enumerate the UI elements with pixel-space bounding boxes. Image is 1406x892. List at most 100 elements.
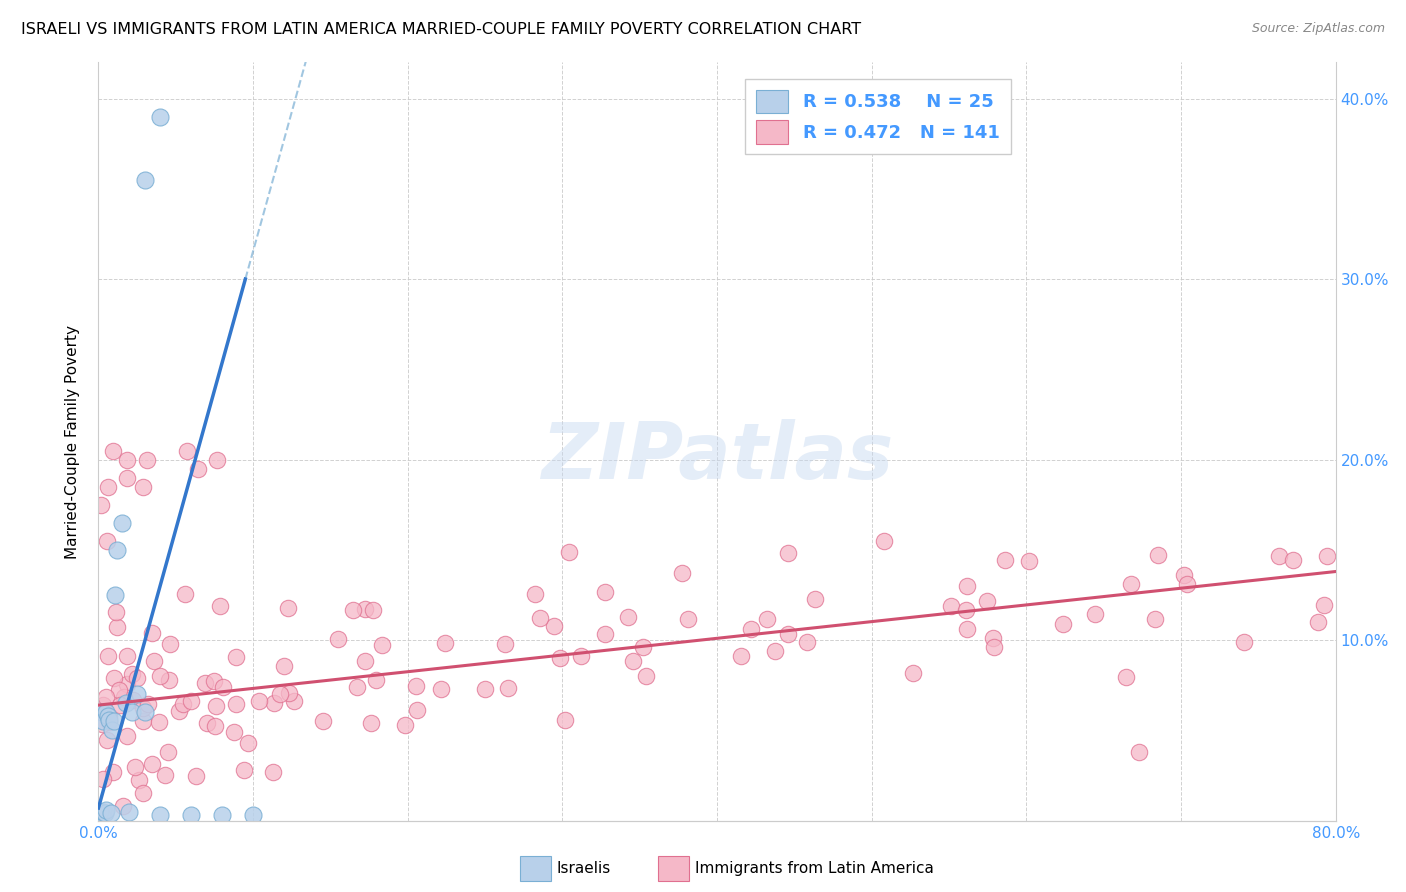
- Point: [89, 805, 111, 819]
- Legend: R = 0.538    N = 25, R = 0.472   N = 141: R = 0.538 N = 25, R = 0.472 N = 141: [745, 79, 1011, 154]
- Point: [363, 603, 385, 617]
- Point: [91, 698, 114, 712]
- Point: [103, 672, 125, 686]
- Point: [96, 690, 118, 705]
- Point: [204, 719, 226, 733]
- Point: [730, 649, 752, 664]
- Point: [550, 650, 572, 665]
- Point: [157, 745, 180, 759]
- Point: [498, 681, 520, 695]
- Point: [100, 806, 122, 821]
- Point: [796, 634, 818, 648]
- Point: [983, 640, 1005, 654]
- Point: [956, 579, 979, 593]
- Point: [494, 636, 516, 650]
- Point: [105, 620, 128, 634]
- Point: [1119, 577, 1142, 591]
- Point: [111, 516, 132, 530]
- Point: [105, 542, 128, 557]
- Point: [1281, 553, 1303, 567]
- Point: [105, 605, 128, 619]
- Point: [225, 650, 247, 665]
- Point: [763, 644, 786, 658]
- Point: [121, 693, 143, 707]
- Point: [127, 671, 149, 685]
- Point: [474, 682, 496, 697]
- Point: [939, 599, 962, 613]
- Point: [678, 612, 700, 626]
- Point: [269, 687, 291, 701]
- Point: [523, 586, 546, 600]
- Point: [364, 673, 387, 687]
- Point: [273, 659, 295, 673]
- Point: [97, 708, 120, 723]
- Point: [90, 808, 112, 822]
- Point: [247, 693, 270, 707]
- Point: [1175, 576, 1198, 591]
- Point: [263, 697, 285, 711]
- Text: Immigrants from Latin America: Immigrants from Latin America: [695, 862, 934, 876]
- Point: [212, 680, 235, 694]
- Point: [149, 110, 172, 124]
- Point: [342, 603, 364, 617]
- Point: [96, 732, 118, 747]
- Point: [93, 806, 115, 821]
- Point: [101, 723, 124, 738]
- Point: [1084, 607, 1107, 621]
- Point: [312, 714, 335, 728]
- Point: [242, 808, 264, 822]
- Point: [121, 667, 143, 681]
- Point: [115, 452, 138, 467]
- Point: [110, 698, 132, 712]
- Point: [873, 534, 896, 549]
- Point: [101, 765, 124, 780]
- Point: [1316, 549, 1339, 563]
- Point: [97, 480, 120, 494]
- Point: [108, 683, 131, 698]
- Point: [195, 716, 218, 731]
- Point: [136, 452, 159, 467]
- Point: [617, 610, 640, 624]
- Point: [112, 690, 135, 704]
- Text: Source: ZipAtlas.com: Source: ZipAtlas.com: [1251, 22, 1385, 36]
- Point: [172, 697, 194, 711]
- Point: [97, 648, 120, 663]
- Point: [283, 693, 305, 707]
- Point: [141, 757, 163, 772]
- Point: [121, 706, 143, 720]
- Point: [222, 725, 245, 739]
- Point: [134, 173, 156, 187]
- Point: [115, 676, 138, 690]
- Point: [1052, 617, 1074, 632]
- Point: [225, 697, 247, 711]
- Point: [1018, 554, 1040, 568]
- Point: [326, 632, 349, 646]
- Point: [153, 768, 176, 782]
- Point: [1115, 670, 1137, 684]
- Point: [1313, 598, 1336, 612]
- Point: [405, 679, 427, 693]
- Point: [103, 714, 125, 729]
- Point: [623, 654, 645, 668]
- Point: [543, 618, 565, 632]
- Point: [776, 546, 799, 560]
- Point: [433, 636, 456, 650]
- Point: [354, 654, 377, 668]
- Point: [211, 808, 233, 822]
- Point: [569, 649, 592, 664]
- Point: [131, 480, 153, 494]
- Point: [143, 654, 166, 668]
- Point: [124, 759, 146, 773]
- Point: [1147, 549, 1170, 563]
- Point: [1128, 745, 1150, 759]
- Point: [180, 694, 202, 708]
- Point: [406, 703, 429, 717]
- Point: [91, 805, 114, 819]
- Text: ZIPatlas: ZIPatlas: [541, 418, 893, 495]
- Text: Israelis: Israelis: [557, 862, 612, 876]
- Point: [132, 786, 155, 800]
- Point: [180, 808, 202, 822]
- Point: [901, 665, 924, 680]
- Point: [354, 601, 377, 615]
- Point: [955, 603, 977, 617]
